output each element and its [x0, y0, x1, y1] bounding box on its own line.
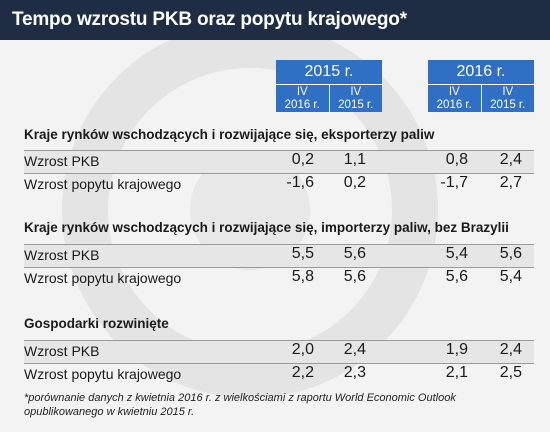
column-subheader: IV 2016 r. — [284, 86, 320, 111]
column-header-year: 2015 r. — [276, 60, 382, 85]
cell-value: 2,4 — [499, 151, 522, 168]
table-row: Wzrost popytu krajowego 5,8 5,6 5,6 5,4 — [24, 268, 534, 290]
row-label: Wzrost PKB — [24, 343, 100, 359]
cell-value: 5,4 — [499, 268, 522, 285]
cell-value: 2,2 — [291, 364, 314, 381]
cell-value: 5,6 — [499, 245, 522, 262]
cell-value: 2,7 — [499, 174, 522, 191]
row-label: Wzrost PKB — [24, 153, 100, 169]
cell-value: -1,7 — [440, 174, 468, 191]
cell-value: 5,6 — [343, 268, 366, 285]
cell-value: 0,8 — [445, 151, 468, 168]
cell-value: 1,9 — [445, 341, 468, 358]
column-subheader: IV 2016 r. — [436, 86, 472, 111]
row-label: Wzrost popytu krajowego — [24, 270, 182, 286]
column-header-2015: 2015 r. IV 2016 r. IV 2015 r. — [276, 60, 382, 112]
cell-value: 2,5 — [499, 364, 522, 381]
cell-value: 5,6 — [445, 268, 468, 285]
cell-value: 2,4 — [499, 341, 522, 358]
table-row: Wzrost popytu krajowego -1,6 0,2 -1,7 2,… — [24, 174, 534, 196]
table-row: Wzrost PKB 0,2 1,1 0,8 2,4 — [24, 150, 534, 174]
cell-value: 5,4 — [445, 245, 468, 262]
cell-value: 2,4 — [343, 341, 366, 358]
section-title: Kraje rynków wschodzących i rozwijające … — [24, 127, 435, 142]
section-title: Kraje rynków wschodzących i rozwijające … — [24, 220, 509, 235]
cell-value: 5,6 — [343, 245, 366, 262]
column-header-2016: 2016 r. IV 2016 r. IV 2015 r. — [428, 60, 534, 112]
column-header-year: 2016 r. — [428, 60, 534, 85]
cell-value: 0,2 — [291, 151, 314, 168]
row-label: Wzrost popytu krajowego — [24, 366, 182, 382]
row-label: Wzrost popytu krajowego — [24, 176, 182, 192]
cell-value: 5,5 — [291, 245, 314, 262]
column-subheader: IV 2015 r. — [328, 85, 383, 112]
cell-value: 1,1 — [343, 151, 366, 168]
table-row: Wzrost popytu krajowego 2,2 2,3 2,1 2,5 — [24, 364, 534, 386]
cell-value: 2,3 — [343, 364, 366, 381]
cell-value: 2,1 — [445, 364, 468, 381]
cell-value: 0,2 — [343, 174, 366, 191]
column-subheader: IV 2015 r. — [480, 85, 535, 112]
cell-value: 5,8 — [291, 268, 314, 285]
row-label: Wzrost PKB — [24, 247, 100, 263]
table-row: Wzrost PKB 5,5 5,6 5,4 5,6 — [24, 244, 534, 268]
section-title: Gospodarki rozwinięte — [24, 316, 169, 331]
cell-value: -1,6 — [286, 174, 314, 191]
table-row: Wzrost PKB 2,0 2,4 1,9 2,4 — [24, 340, 534, 364]
footnote: *porównanie danych z kwietnia 2016 r. z … — [24, 392, 456, 418]
page-title: Tempo wzrostu PKB oraz popytu krajowego* — [0, 0, 550, 40]
cell-value: 2,0 — [291, 341, 314, 358]
